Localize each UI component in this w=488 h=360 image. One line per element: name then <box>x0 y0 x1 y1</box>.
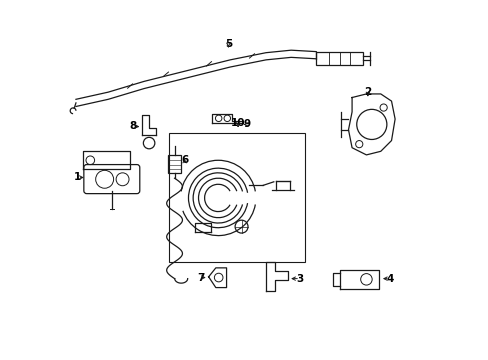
Text: 8: 8 <box>129 121 137 131</box>
Text: 6: 6 <box>181 154 188 165</box>
Text: 9: 9 <box>244 120 250 129</box>
Text: 10: 10 <box>230 118 245 128</box>
Bar <box>168 155 181 173</box>
Bar <box>169 134 305 262</box>
Bar <box>316 51 362 64</box>
Text: 4: 4 <box>385 274 393 284</box>
Text: 7: 7 <box>197 273 204 283</box>
Text: 1: 1 <box>74 172 81 183</box>
Circle shape <box>143 137 155 149</box>
Text: 2: 2 <box>364 87 371 97</box>
Text: 3: 3 <box>296 274 303 284</box>
Text: 5: 5 <box>224 39 231 49</box>
